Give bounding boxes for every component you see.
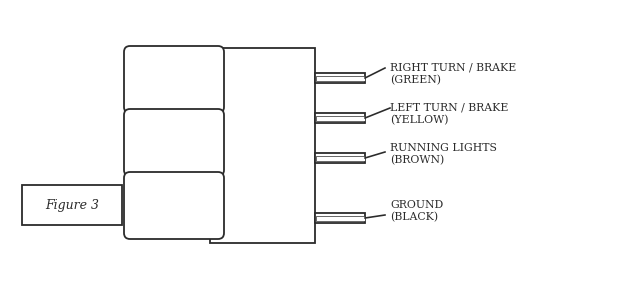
Bar xyxy=(315,73,365,83)
Bar xyxy=(316,156,365,161)
Bar xyxy=(316,216,365,220)
Bar xyxy=(316,75,365,81)
FancyBboxPatch shape xyxy=(124,172,224,239)
Bar xyxy=(315,113,365,123)
Bar xyxy=(316,116,365,120)
Text: RIGHT TURN / BRAKE
(GREEN): RIGHT TURN / BRAKE (GREEN) xyxy=(390,63,516,85)
Bar xyxy=(315,213,365,223)
Bar xyxy=(22,185,122,225)
Text: GROUND
(BLACK): GROUND (BLACK) xyxy=(390,200,443,223)
Bar xyxy=(210,48,315,243)
FancyBboxPatch shape xyxy=(124,46,224,113)
Bar xyxy=(315,153,365,163)
Text: LEFT TURN / BRAKE
(YELLOW): LEFT TURN / BRAKE (YELLOW) xyxy=(390,103,508,125)
Text: RUNNING LIGHTS
(BROWN): RUNNING LIGHTS (BROWN) xyxy=(390,143,497,165)
Text: Figure 3: Figure 3 xyxy=(45,199,99,212)
FancyBboxPatch shape xyxy=(124,109,224,176)
